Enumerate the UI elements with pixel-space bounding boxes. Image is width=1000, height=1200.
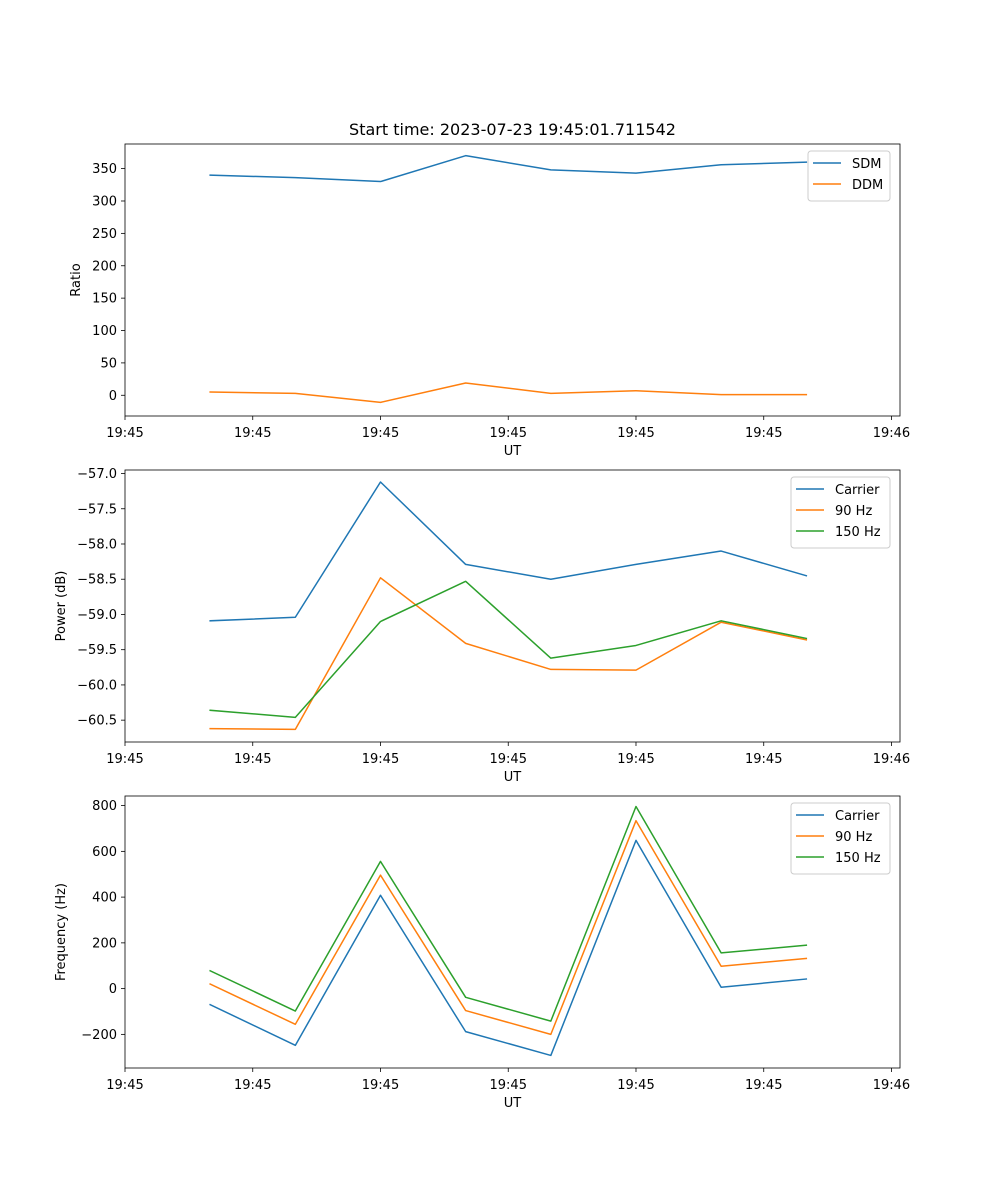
y-tick-label: 300 xyxy=(92,194,117,209)
x-tick-label: 19:45 xyxy=(745,752,782,767)
axes-frame xyxy=(124,143,901,417)
legend-label: 150 Hz xyxy=(835,525,881,540)
legend: Carrier 90 Hz 150 Hz xyxy=(790,802,891,875)
y-tick-label: 0 xyxy=(109,389,117,404)
y-tick-label: 200 xyxy=(92,259,117,274)
series-line-150-hz xyxy=(209,580,808,719)
y-tick-label: −59.0 xyxy=(77,608,117,623)
y-tick-label: 150 xyxy=(92,292,117,307)
x-tick-label: 19:45 xyxy=(745,426,782,441)
x-tick-label: 19:45 xyxy=(490,752,527,767)
legend: SDM DDM xyxy=(807,150,891,202)
x-tick-label: 19:45 xyxy=(745,1078,782,1093)
y-tick-label: 250 xyxy=(92,227,117,242)
y-tick-label: −57.5 xyxy=(77,502,117,517)
chart-panel-3: 19:45 19:45 19:45 19:45 19:45 19:45 19:46 −200 0… xyxy=(54,795,910,1111)
y-tick-label: 350 xyxy=(92,162,117,177)
legend: Carrier 90 Hz 150 Hz xyxy=(790,476,891,549)
legend-entry-ddm: DDM xyxy=(813,178,883,193)
y-tick-label: 800 xyxy=(92,799,117,814)
legend-label: Carrier xyxy=(835,483,880,498)
legend-entry-150-hz: 150 Hz xyxy=(796,851,881,866)
axes-frame xyxy=(124,469,901,743)
x-tick-label: 19:45 xyxy=(617,1078,654,1093)
x-tick-label: 19:45 xyxy=(106,1078,143,1093)
legend-label: 150 Hz xyxy=(835,851,881,866)
chart-panel-2: 19:45 19:45 19:45 19:45 19:45 19:45 19:46 −60.5… xyxy=(54,467,910,785)
x-tick-label: 19:46 xyxy=(873,1078,910,1093)
y-axis-label: Frequency (Hz) xyxy=(54,883,69,981)
series-line-carrier xyxy=(209,839,808,1057)
chart-title: Start time: 2023-07-23 19:45:01.711542 xyxy=(349,120,676,139)
legend-entry-carrier: Carrier xyxy=(796,483,880,498)
series-line-carrier xyxy=(209,481,808,622)
y-tick-label: −200 xyxy=(81,1028,117,1043)
legend-entry-sdm: SDM xyxy=(813,157,881,172)
legend-label: DDM xyxy=(852,178,883,193)
y-tick-label: −58.0 xyxy=(77,537,117,552)
legend-entry-90-hz: 90 Hz xyxy=(796,504,872,519)
legend-entry-carrier: Carrier xyxy=(796,809,880,824)
y-tick-label: 200 xyxy=(92,936,117,951)
chart-panel-1: 19:45 19:45 19:45 19:45 19:45 19:45 19:46 0 50 10… xyxy=(69,120,910,459)
y-tick-label: −60.0 xyxy=(77,678,117,693)
x-tick-label: 19:45 xyxy=(617,426,654,441)
x-tick-label: 19:45 xyxy=(490,1078,527,1093)
y-tick-label: −59.5 xyxy=(77,643,117,658)
series-line-ddm xyxy=(209,382,808,404)
y-tick-label: 600 xyxy=(92,845,117,860)
y-tick-label: −58.5 xyxy=(77,573,117,588)
y-tick-label: 100 xyxy=(92,324,117,339)
x-tick-label: 19:45 xyxy=(234,426,271,441)
y-tick-label: 50 xyxy=(100,356,117,371)
series-line-90-hz xyxy=(209,819,808,1036)
y-axis-label: Ratio xyxy=(69,263,84,296)
legend-label: 90 Hz xyxy=(835,830,872,845)
y-tick-label: −57.0 xyxy=(77,467,117,482)
legend-entry-90-hz: 90 Hz xyxy=(796,830,872,845)
series-line-sdm xyxy=(209,154,808,183)
x-tick-label: 19:45 xyxy=(617,752,654,767)
y-tick-label: −60.5 xyxy=(77,714,117,729)
x-tick-label: 19:46 xyxy=(873,752,910,767)
y-tick-label: 0 xyxy=(109,982,117,997)
x-tick-label: 19:45 xyxy=(490,426,527,441)
series-line-90-hz xyxy=(209,577,808,731)
x-tick-label: 19:45 xyxy=(362,426,399,441)
x-tick-label: 19:45 xyxy=(106,426,143,441)
x-tick-label: 19:46 xyxy=(873,426,910,441)
series-line-150-hz xyxy=(209,805,808,1022)
x-tick-label: 19:45 xyxy=(362,1078,399,1093)
legend-label: Carrier xyxy=(835,809,880,824)
legend-label: SDM xyxy=(852,157,881,172)
y-axis-label: Power (dB) xyxy=(54,571,69,642)
legend-entry-150-hz: 150 Hz xyxy=(796,525,881,540)
axes-frame xyxy=(124,795,901,1069)
x-tick-label: 19:45 xyxy=(362,752,399,767)
x-axis-label: UT xyxy=(504,444,522,459)
x-tick-label: 19:45 xyxy=(234,752,271,767)
x-axis-label: UT xyxy=(504,1096,522,1111)
y-tick-label: 400 xyxy=(92,891,117,906)
x-axis-label: UT xyxy=(504,770,522,785)
x-tick-label: 19:45 xyxy=(106,752,143,767)
legend-label: 90 Hz xyxy=(835,504,872,519)
x-tick-label: 19:45 xyxy=(234,1078,271,1093)
